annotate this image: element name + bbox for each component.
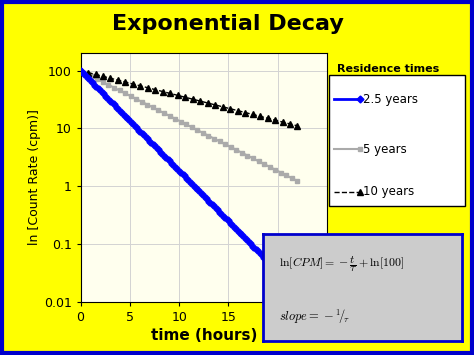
X-axis label: time (hours): time (hours) — [151, 328, 257, 343]
10 years — [242, 110, 248, 115]
10 years — [115, 78, 121, 82]
Text: 5 years: 5 years — [363, 143, 406, 155]
5 years — [245, 153, 250, 158]
5 years — [234, 148, 239, 152]
5 years — [295, 179, 301, 183]
10 years — [190, 97, 196, 101]
10 years — [280, 120, 285, 124]
Text: $slope = -^{1}\!/\!_{\tau}$: $slope = -^{1}\!/\!_{\tau}$ — [279, 308, 350, 326]
5 years — [200, 131, 206, 135]
10 years — [295, 124, 301, 128]
10 years — [100, 74, 106, 78]
5 years — [283, 173, 289, 178]
10 years — [160, 89, 166, 94]
5 years — [139, 100, 145, 104]
Text: 2.5 years: 2.5 years — [363, 93, 418, 106]
5 years — [178, 120, 183, 124]
10 years — [78, 69, 83, 73]
10 years — [220, 105, 226, 109]
5 years — [222, 142, 228, 146]
10 years — [145, 86, 151, 90]
5 years — [78, 69, 83, 73]
10 years — [212, 103, 218, 107]
Text: 10 years: 10 years — [363, 185, 414, 198]
5 years — [189, 125, 195, 129]
10 years — [123, 80, 128, 84]
Line: 5 years: 5 years — [78, 68, 300, 184]
5 years — [211, 136, 217, 141]
5 years — [161, 111, 167, 115]
2.5 years — [78, 69, 83, 73]
10 years — [257, 114, 263, 119]
5 years — [267, 165, 273, 169]
5 years — [167, 114, 173, 118]
5 years — [128, 94, 134, 98]
10 years — [182, 95, 188, 99]
5 years — [83, 71, 89, 76]
5 years — [172, 117, 178, 121]
5 years — [278, 170, 283, 175]
5 years — [250, 156, 256, 160]
5 years — [106, 83, 111, 87]
5 years — [239, 151, 245, 155]
5 years — [117, 88, 122, 93]
10 years — [153, 88, 158, 92]
2.5 years — [115, 106, 120, 110]
5 years — [111, 86, 117, 90]
10 years — [167, 91, 173, 95]
2.5 years — [151, 143, 157, 148]
10 years — [137, 84, 143, 88]
10 years — [205, 101, 210, 105]
5 years — [273, 168, 278, 172]
2.5 years — [214, 207, 219, 211]
10 years — [272, 118, 278, 122]
Line: 10 years: 10 years — [77, 67, 301, 129]
2.5 years — [140, 132, 146, 136]
5 years — [206, 133, 211, 138]
10 years — [287, 122, 293, 126]
5 years — [255, 159, 261, 163]
10 years — [264, 116, 270, 120]
5 years — [89, 74, 94, 78]
2.5 years — [133, 125, 138, 129]
Text: Exponential Decay: Exponential Decay — [111, 14, 344, 34]
5 years — [100, 80, 106, 84]
10 years — [235, 109, 240, 113]
10 years — [250, 112, 255, 116]
5 years — [194, 128, 200, 132]
5 years — [261, 162, 267, 166]
2.5 years — [295, 289, 301, 294]
Line: 2.5 years: 2.5 years — [78, 68, 300, 294]
5 years — [94, 77, 100, 81]
10 years — [108, 76, 113, 80]
10 years — [197, 99, 203, 103]
5 years — [217, 139, 222, 143]
10 years — [130, 82, 136, 86]
5 years — [122, 91, 128, 95]
Y-axis label: ln [Count Rate (cpm)]: ln [Count Rate (cpm)] — [28, 110, 41, 245]
10 years — [228, 106, 233, 111]
10 years — [93, 72, 99, 77]
5 years — [228, 145, 234, 149]
Text: Residence times: Residence times — [337, 64, 439, 74]
5 years — [145, 103, 150, 107]
5 years — [133, 97, 139, 101]
2.5 years — [147, 140, 153, 144]
Text: $\ln[CPM] = -\dfrac{t}{\tau} + \ln[100]$: $\ln[CPM] = -\dfrac{t}{\tau} + \ln[100]$ — [279, 254, 404, 274]
5 years — [183, 122, 189, 127]
5 years — [150, 105, 156, 110]
5 years — [155, 108, 161, 113]
5 years — [289, 176, 295, 180]
10 years — [85, 70, 91, 75]
10 years — [175, 93, 181, 98]
